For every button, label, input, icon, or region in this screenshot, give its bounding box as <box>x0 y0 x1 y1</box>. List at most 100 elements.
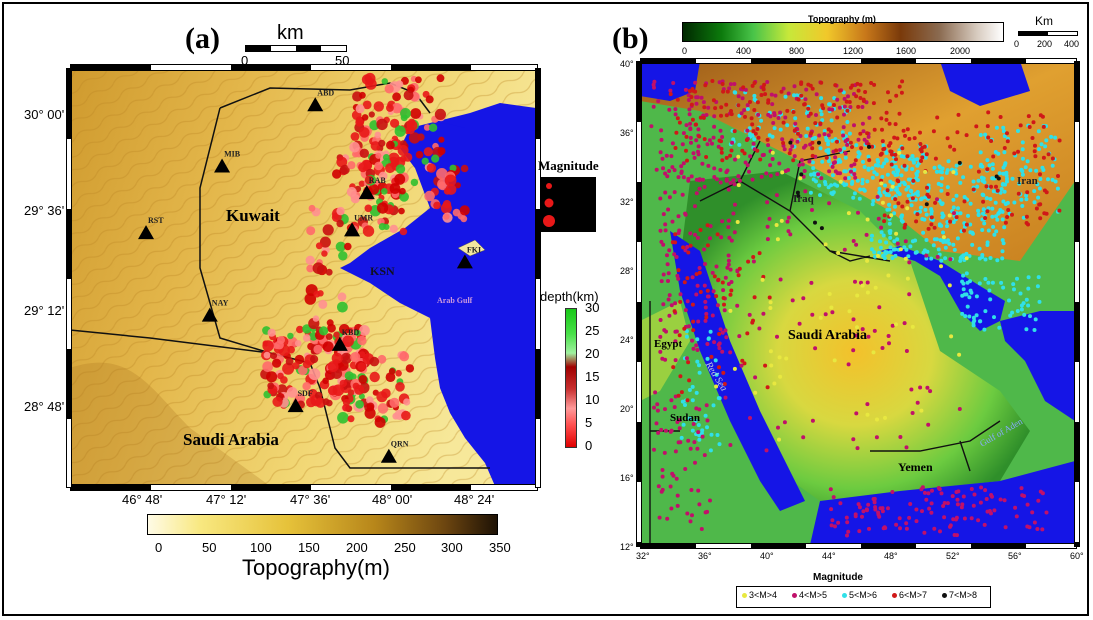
map-a-left-frame <box>66 68 72 488</box>
lat-tick-b: 16° <box>620 473 634 483</box>
quake-marker <box>776 116 781 120</box>
quake-marker <box>872 170 877 175</box>
quake-marker <box>808 111 813 116</box>
quake-marker <box>368 184 380 195</box>
quake-marker <box>350 132 360 141</box>
quake-marker <box>405 364 415 373</box>
quake-marker <box>844 99 849 104</box>
quake-marker <box>922 248 927 253</box>
quake-marker <box>718 180 723 185</box>
quake-marker <box>817 140 821 145</box>
quake-marker <box>830 164 835 169</box>
quake-marker <box>757 251 762 256</box>
quake-marker <box>322 224 334 236</box>
quake-marker <box>861 129 866 134</box>
quake-marker <box>946 159 951 164</box>
quake-marker <box>807 159 812 164</box>
quake-marker <box>854 143 859 148</box>
quake-marker <box>735 220 740 224</box>
quake-marker <box>710 313 715 318</box>
quake-marker <box>720 158 725 163</box>
depth-tick: 15 <box>585 369 600 384</box>
quake-marker <box>1016 149 1020 154</box>
quake-marker <box>964 133 969 138</box>
quake-marker <box>970 231 975 236</box>
quake-marker <box>918 385 923 390</box>
quake-marker <box>675 273 680 278</box>
quake-marker <box>751 129 756 134</box>
quake-marker <box>962 292 967 297</box>
quake-marker <box>841 125 846 130</box>
quake-marker <box>1001 165 1006 170</box>
quake-marker <box>860 181 865 186</box>
quake-marker <box>866 167 871 172</box>
quake-marker <box>997 171 1002 176</box>
quake-marker <box>777 161 782 166</box>
quake-marker <box>994 229 999 234</box>
quake-marker <box>890 256 895 261</box>
quake-marker <box>1019 486 1024 491</box>
quake-marker <box>664 153 669 158</box>
quake-marker <box>969 516 974 521</box>
quake-marker <box>401 410 411 421</box>
caspian-sea <box>940 61 1030 106</box>
quake-marker <box>983 216 988 220</box>
quake-marker <box>986 228 991 233</box>
quake-marker <box>1020 147 1025 152</box>
quake-marker <box>314 391 323 400</box>
quake-marker <box>339 379 347 388</box>
quake-marker <box>305 255 315 265</box>
quake-marker <box>931 129 936 134</box>
quake-marker <box>948 144 953 149</box>
quake-marker <box>720 330 725 335</box>
quake-marker <box>668 92 673 97</box>
quake-marker <box>659 427 664 432</box>
quake-marker <box>854 242 859 247</box>
quake-marker <box>749 116 754 121</box>
quake-marker <box>761 311 766 316</box>
quake-marker <box>830 310 835 315</box>
country-borders-north <box>699 140 891 262</box>
quake-marker <box>838 148 842 152</box>
quake-marker <box>266 371 278 383</box>
quake-marker <box>736 174 741 179</box>
quake-marker <box>999 187 1004 191</box>
quake-marker <box>942 501 947 505</box>
arabian-sea-north <box>1000 311 1075 421</box>
quake-marker <box>858 131 863 136</box>
quake-marker <box>758 157 763 162</box>
scale-bar-a <box>245 45 347 52</box>
quake-marker <box>961 281 966 286</box>
quake-marker <box>775 172 780 177</box>
quake-marker <box>947 241 952 246</box>
quake-marker <box>941 230 945 235</box>
quake-marker <box>712 340 717 345</box>
quake-marker <box>662 450 667 455</box>
quake-marker <box>740 96 745 101</box>
quake-marker <box>883 183 887 188</box>
quake-marker <box>690 302 695 307</box>
quake-marker <box>971 320 976 325</box>
magnitude-legend-b-label: 3<M>4 <box>749 590 778 600</box>
lon-tick-a-4: 48° 24' <box>454 492 495 507</box>
quake-marker <box>399 155 407 163</box>
magnitude-legend-a <box>540 177 596 232</box>
quake-marker <box>874 435 879 440</box>
quake-marker <box>756 112 761 117</box>
quake-marker <box>695 446 700 451</box>
quake-marker <box>1050 163 1055 168</box>
quake-marker <box>985 209 990 214</box>
quake-marker <box>378 171 388 181</box>
quake-marker <box>362 100 372 110</box>
quake-marker <box>667 169 672 173</box>
quake-marker <box>306 397 316 408</box>
quake-marker <box>967 314 972 319</box>
quake-marker <box>673 449 678 454</box>
quake-marker <box>687 112 692 117</box>
topo-colorbar-b <box>682 22 1004 42</box>
quake-marker <box>866 502 871 507</box>
quake-marker <box>703 299 708 304</box>
quake-marker <box>796 194 801 198</box>
quake-marker <box>683 403 687 407</box>
quake-marker <box>381 188 388 195</box>
